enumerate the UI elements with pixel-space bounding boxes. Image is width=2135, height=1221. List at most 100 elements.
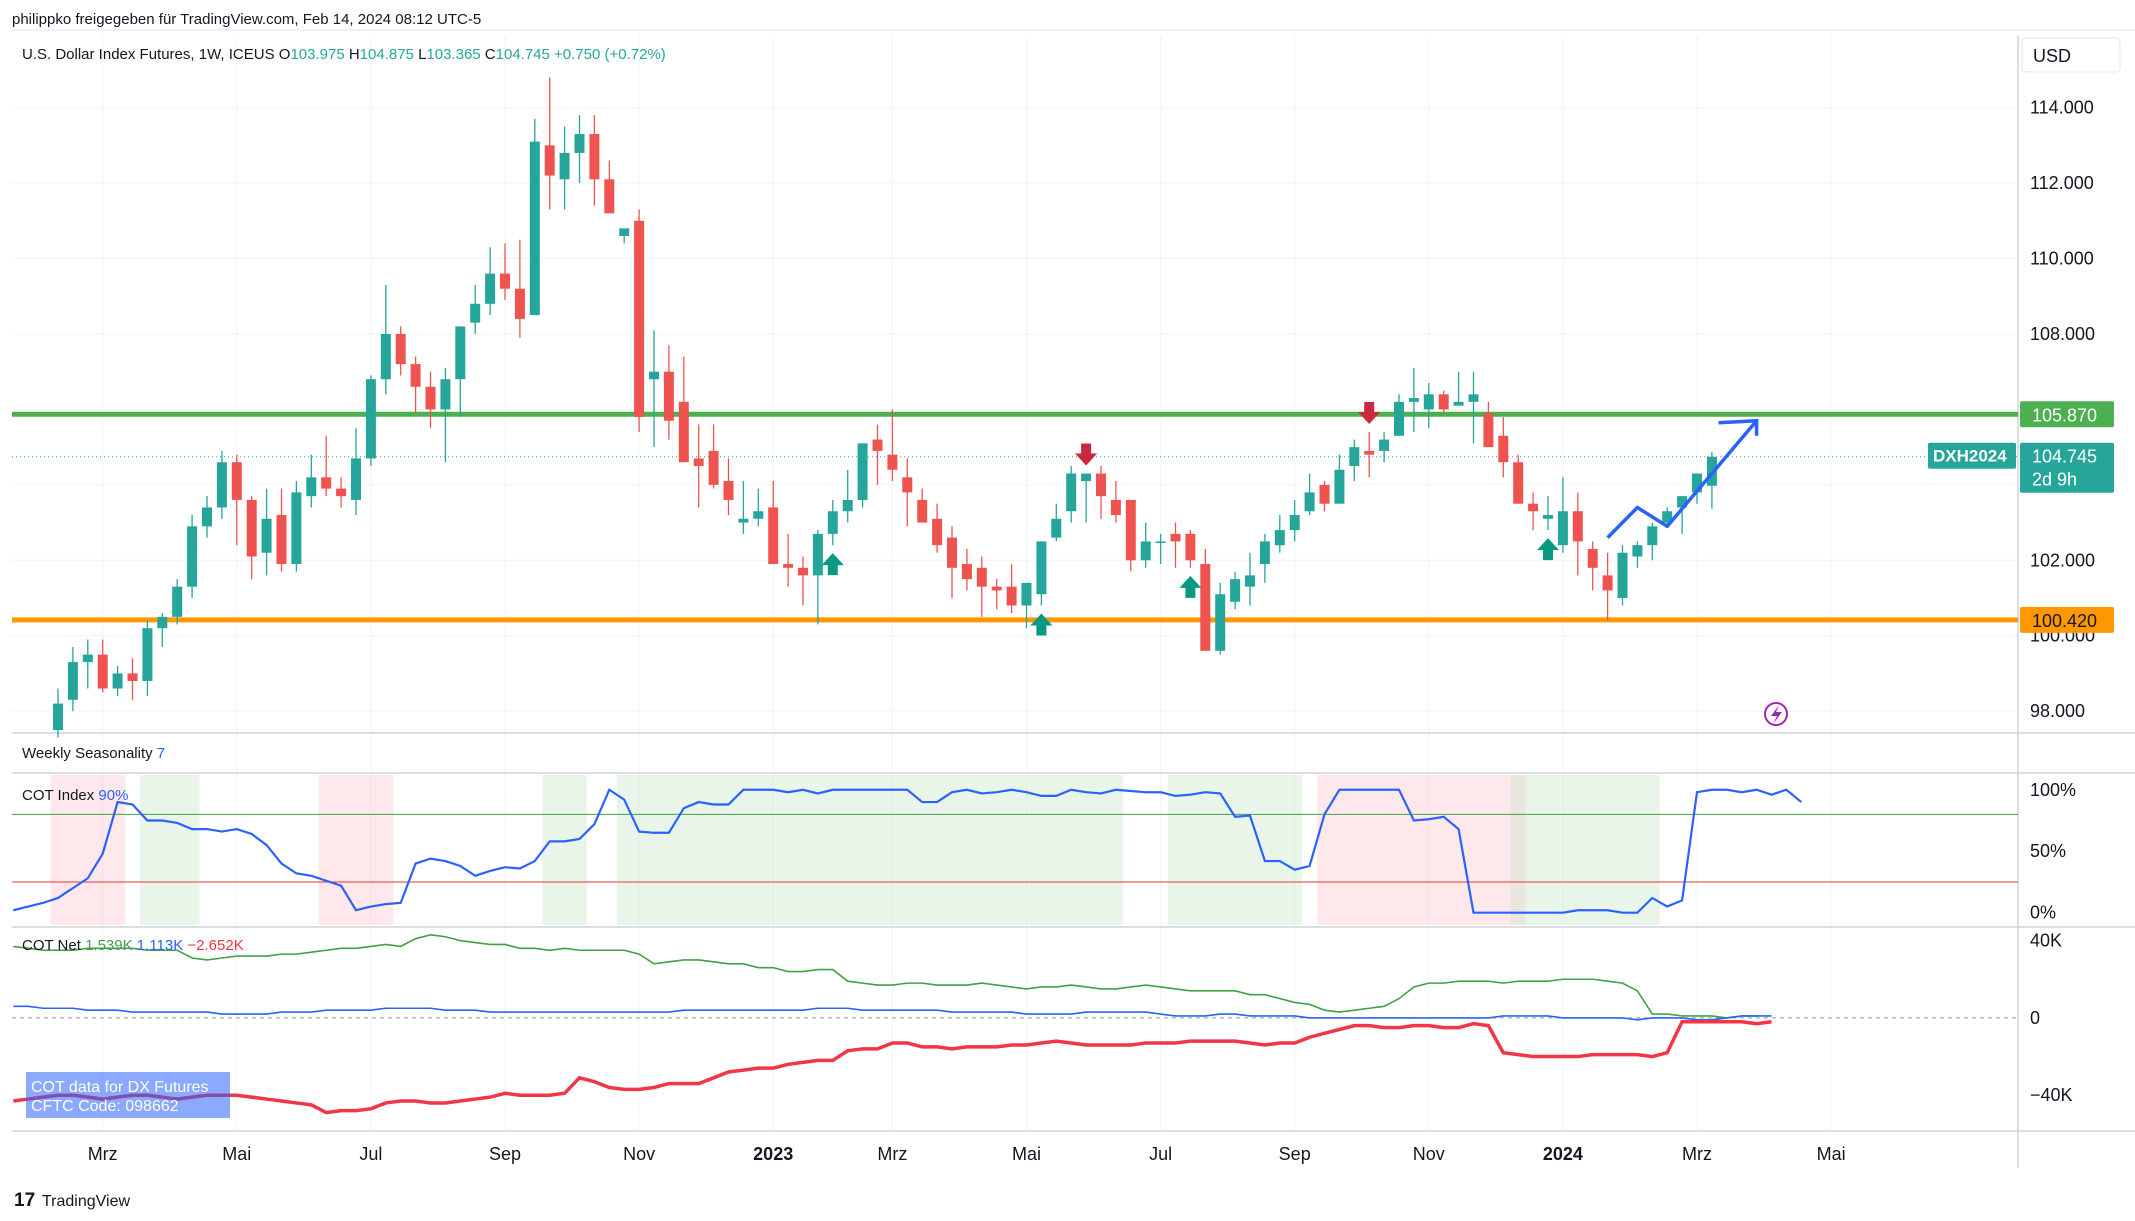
candle[interactable]: [1245, 552, 1255, 606]
cot-net-line[interactable]: [13, 1005, 1772, 1021]
signal-arrow-up[interactable]: [821, 553, 844, 576]
candle[interactable]: [1662, 507, 1673, 527]
candle[interactable]: [306, 454, 317, 508]
level-price-badge[interactable]: [2020, 606, 2114, 633]
candle[interactable]: [1185, 530, 1196, 568]
cot-index-line[interactable]: [13, 788, 1803, 914]
candle[interactable]: [1125, 499, 1136, 572]
candle[interactable]: [291, 481, 302, 572]
candle[interactable]: [1334, 454, 1345, 504]
candle[interactable]: [753, 488, 764, 527]
candle[interactable]: [812, 530, 823, 625]
alert-lightning-icon[interactable]: [1764, 702, 1788, 726]
projection-path[interactable]: [1606, 419, 1758, 539]
candle[interactable]: [947, 526, 957, 598]
candle[interactable]: [1647, 522, 1658, 561]
candle[interactable]: [1036, 541, 1047, 606]
candle[interactable]: [351, 428, 361, 516]
candle[interactable]: [216, 450, 227, 519]
candle[interactable]: [410, 356, 421, 414]
candle[interactable]: [1572, 492, 1583, 576]
candle[interactable]: [619, 228, 630, 244]
candle[interactable]: [1468, 371, 1479, 444]
candle[interactable]: [1051, 503, 1062, 542]
signal-arrow-up[interactable]: [1030, 613, 1053, 636]
candle[interactable]: [127, 658, 138, 700]
candle[interactable]: [589, 115, 600, 206]
candle[interactable]: [1170, 522, 1181, 568]
candle[interactable]: [827, 499, 838, 546]
candle[interactable]: [500, 243, 510, 301]
candle[interactable]: [783, 533, 794, 587]
candle[interactable]: [1110, 481, 1121, 523]
candle[interactable]: [1289, 499, 1300, 542]
candle[interactable]: [1021, 582, 1032, 629]
candle[interactable]: [1200, 548, 1211, 651]
candle[interactable]: [649, 330, 659, 448]
candle[interactable]: [678, 356, 689, 463]
candle[interactable]: [961, 548, 972, 591]
candle[interactable]: [97, 639, 108, 693]
candle[interactable]: [1259, 533, 1270, 583]
main-legend[interactable]: U.S. Dollar Index Futures, 1W, ICEUS O10…: [22, 46, 666, 63]
candle[interactable]: [1006, 564, 1017, 614]
candle[interactable]: [82, 639, 93, 689]
candle[interactable]: [798, 556, 808, 606]
candle[interactable]: [976, 556, 987, 617]
currency-label[interactable]: USD: [2033, 46, 2071, 66]
candle[interactable]: [1513, 454, 1524, 504]
candle[interactable]: [514, 239, 525, 338]
candle[interactable]: [1364, 432, 1375, 478]
signal-arrow-up[interactable]: [1179, 575, 1202, 598]
candle[interactable]: [1408, 367, 1419, 433]
candle[interactable]: [708, 424, 719, 489]
candle[interactable]: [1557, 477, 1568, 553]
candle[interactable]: [902, 458, 913, 527]
candle[interactable]: [261, 488, 272, 576]
cot-net-line[interactable]: [13, 1020, 1772, 1115]
candle[interactable]: [1423, 383, 1434, 429]
candle[interactable]: [1319, 481, 1330, 512]
candle[interactable]: [1215, 582, 1226, 655]
candle[interactable]: [1081, 473, 1092, 523]
candle[interactable]: [1230, 571, 1241, 610]
candle[interactable]: [1096, 465, 1106, 519]
candle[interactable]: [395, 326, 406, 376]
signal-arrow-down[interactable]: [1358, 402, 1381, 425]
candle[interactable]: [1498, 416, 1509, 478]
candle[interactable]: [1677, 496, 1688, 534]
candle[interactable]: [1587, 541, 1598, 591]
candle[interactable]: [932, 503, 943, 553]
candle[interactable]: [857, 443, 868, 508]
symbol-badge[interactable]: [1928, 442, 2016, 469]
candle[interactable]: [440, 367, 451, 463]
candle[interactable]: [485, 247, 496, 316]
candle[interactable]: [1543, 496, 1553, 531]
cot-index-legend[interactable]: COT Index 90%: [22, 787, 128, 804]
candle[interactable]: [917, 488, 928, 523]
candle[interactable]: [246, 496, 257, 580]
candle[interactable]: [321, 435, 332, 497]
candle[interactable]: [202, 496, 212, 538]
candle[interactable]: [1155, 533, 1166, 565]
candle[interactable]: [842, 469, 853, 523]
cot-net-legend[interactable]: COT Net 1.539K 1.113K −2.652K: [22, 937, 244, 954]
candle[interactable]: [1140, 522, 1151, 568]
candle[interactable]: [723, 458, 734, 516]
candle[interactable]: [872, 424, 883, 485]
seasonality-legend[interactable]: Weekly Seasonality 7: [22, 745, 165, 762]
candle[interactable]: [470, 284, 481, 334]
candle[interactable]: [1066, 465, 1077, 523]
candle[interactable]: [991, 579, 1002, 610]
candle[interactable]: [768, 481, 779, 565]
candle[interactable]: [693, 424, 704, 508]
candle[interactable]: [604, 160, 615, 214]
level-price-badge[interactable]: [2020, 401, 2114, 428]
candle[interactable]: [187, 515, 198, 598]
candle[interactable]: [1483, 401, 1494, 448]
last-price-badge[interactable]: [2020, 442, 2114, 493]
cot-net-line[interactable]: [13, 933, 1757, 1019]
candle[interactable]: [172, 579, 183, 625]
candle[interactable]: [67, 647, 78, 712]
